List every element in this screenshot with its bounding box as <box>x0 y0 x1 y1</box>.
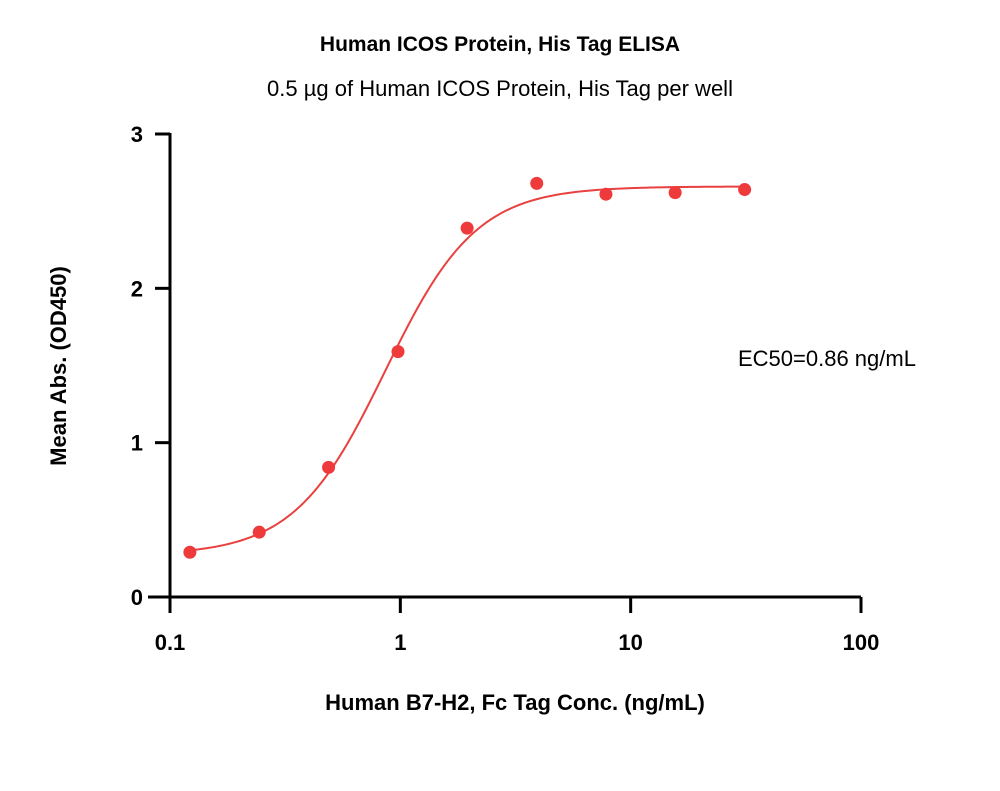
ec50-annotation: EC50=0.86 ng/mL <box>738 346 916 371</box>
data-point <box>530 176 544 190</box>
data-point <box>252 525 266 539</box>
data-point <box>183 545 197 559</box>
x-tick-label: 0.1 <box>155 630 186 655</box>
data-point <box>738 183 752 197</box>
data-point <box>460 221 474 235</box>
x-tick-label: 10 <box>618 630 642 655</box>
chart-subtitle: 0.5 µg of Human ICOS Protein, His Tag pe… <box>267 76 733 101</box>
y-tick-label: 2 <box>131 276 143 301</box>
x-axis-label: Human B7-H2, Fc Tag Conc. (ng/mL) <box>325 690 705 715</box>
chart-title: Human ICOS Protein, His Tag ELISA <box>319 33 681 56</box>
y-tick-label: 1 <box>131 431 143 456</box>
fit-curve <box>189 185 745 552</box>
data-point <box>322 460 336 474</box>
data-point <box>391 345 405 359</box>
x-tick-label: 1 <box>394 630 406 655</box>
y-axis-label: Mean Abs. (OD450) <box>46 266 71 466</box>
y-tick-label: 0 <box>131 585 143 610</box>
data-point <box>599 187 613 201</box>
y-tick-label: 3 <box>131 122 143 147</box>
x-tick-label: 100 <box>843 630 880 655</box>
data-point <box>668 186 682 200</box>
